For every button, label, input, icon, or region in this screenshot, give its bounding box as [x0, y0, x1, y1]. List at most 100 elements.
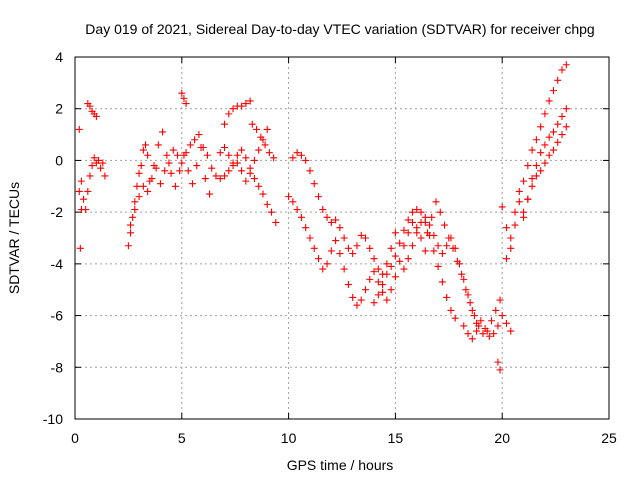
data-point: [434, 242, 442, 250]
data-point: [507, 327, 515, 335]
data-point: [255, 182, 263, 190]
series-s9: [221, 97, 254, 128]
data-point: [225, 110, 233, 118]
data-point: [432, 198, 440, 206]
data-point: [492, 306, 500, 314]
data-point: [340, 265, 348, 273]
data-point: [370, 299, 378, 307]
data-point: [77, 206, 85, 214]
data-point: [502, 255, 510, 263]
data-point: [131, 206, 139, 214]
data-point: [545, 97, 553, 105]
series-s20: [498, 312, 515, 335]
data-point: [306, 167, 314, 175]
data-point: [90, 154, 98, 162]
data-point: [156, 180, 164, 188]
data-point: [293, 206, 301, 214]
data-point: [545, 133, 553, 141]
data-point: [165, 159, 173, 167]
chart-title: Day 019 of 2021, Sidereal Day-to-day VTE…: [85, 21, 594, 37]
data-point: [229, 105, 237, 113]
y-tick-label: -6: [51, 308, 64, 324]
data-point: [374, 278, 382, 286]
data-point: [255, 146, 263, 154]
data-point: [167, 169, 175, 177]
data-point: [86, 102, 94, 110]
data-point: [221, 120, 229, 128]
data-point: [133, 182, 141, 190]
y-axis-label: SDTVAR / TECUs: [6, 182, 22, 294]
data-point: [558, 112, 566, 120]
data-point: [462, 286, 470, 294]
axis-ticks: [74, 56, 610, 420]
data-point: [436, 208, 444, 216]
y-tick-label: 0: [55, 152, 63, 168]
data-point: [154, 141, 162, 149]
data-point: [319, 206, 327, 214]
data-point: [178, 159, 186, 167]
data-point: [391, 252, 399, 260]
data-point: [379, 288, 387, 296]
data-point: [554, 120, 562, 128]
series-s8: [178, 89, 190, 108]
data-point: [515, 198, 523, 206]
x-tick-label: 25: [601, 430, 617, 446]
data-point: [468, 306, 476, 314]
data-point: [374, 265, 382, 273]
data-point: [182, 100, 190, 108]
data-point: [246, 97, 254, 105]
data-point: [257, 133, 265, 141]
data-point: [327, 247, 335, 255]
data-point: [141, 141, 149, 149]
data-point: [302, 224, 310, 232]
data-point: [297, 151, 305, 159]
data-point: [441, 221, 449, 229]
data-point: [174, 151, 182, 159]
series-s12: [248, 120, 278, 162]
series-s19: [494, 358, 504, 374]
data-points: [75, 61, 570, 374]
data-point: [562, 123, 570, 131]
data-point: [336, 224, 344, 232]
data-point: [99, 159, 107, 167]
data-point: [238, 167, 246, 175]
data-point: [408, 242, 416, 250]
data-point: [383, 260, 391, 268]
data-point: [445, 234, 453, 242]
series-s11: [216, 125, 271, 185]
data-point: [379, 281, 387, 289]
series-s22: [502, 105, 570, 263]
data-point: [336, 250, 344, 258]
data-point: [404, 216, 412, 224]
data-point: [216, 175, 224, 183]
data-point: [263, 200, 271, 208]
data-point: [195, 131, 203, 139]
data-point: [150, 162, 158, 170]
data-point: [511, 208, 519, 216]
data-point: [545, 151, 553, 159]
data-point: [306, 234, 314, 242]
data-point: [212, 172, 220, 180]
data-point: [498, 312, 506, 320]
data-point: [520, 208, 528, 216]
data-point: [387, 244, 395, 252]
data-point: [161, 167, 169, 175]
data-point: [289, 154, 297, 162]
data-point: [250, 175, 258, 183]
data-point: [549, 146, 557, 154]
data-point: [464, 330, 472, 338]
data-point: [184, 167, 192, 175]
grid-lines: [75, 57, 609, 419]
series-s21: [498, 61, 570, 252]
data-point: [146, 177, 154, 185]
data-point: [460, 275, 468, 283]
data-point: [434, 262, 442, 270]
data-point: [349, 250, 357, 258]
y-tick-label: -2: [51, 204, 64, 220]
data-point: [464, 291, 472, 299]
data-point: [413, 206, 421, 214]
data-point: [180, 94, 188, 102]
y-tick-label: 4: [55, 49, 63, 65]
data-point: [507, 234, 515, 242]
